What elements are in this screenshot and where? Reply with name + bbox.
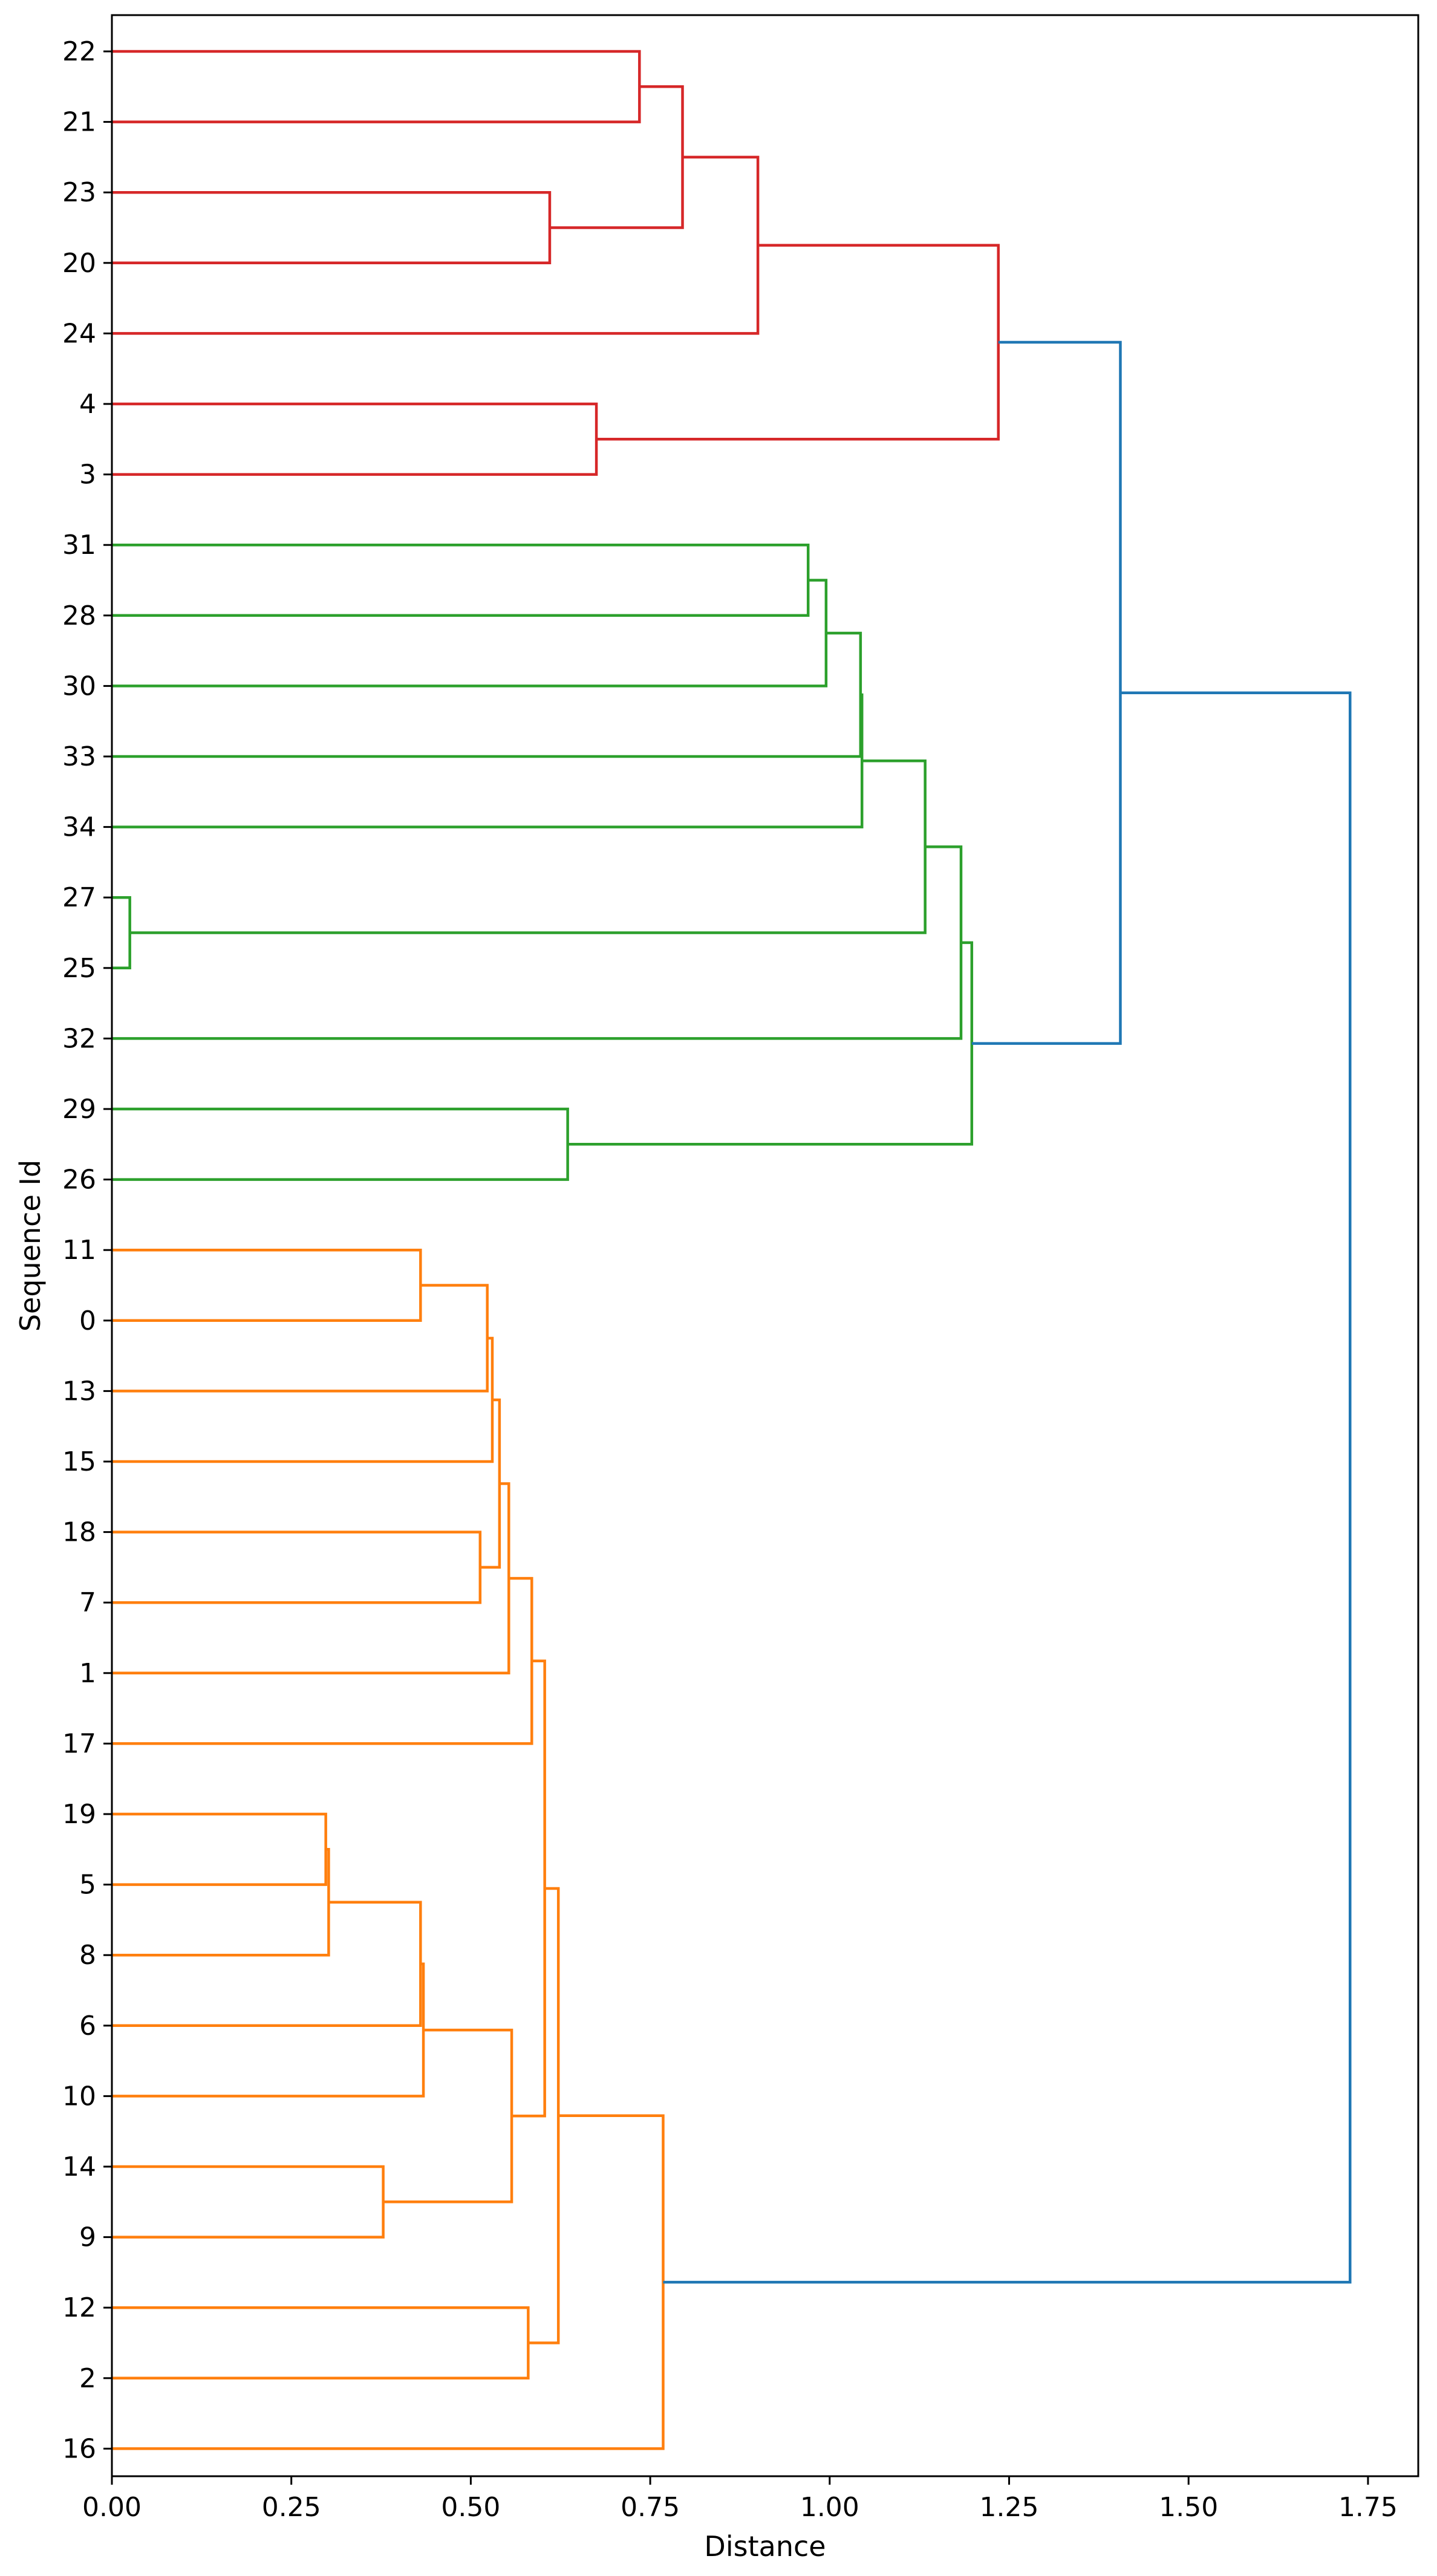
y-tick-label: 20 (62, 248, 96, 279)
dendrogram-link-B5 (112, 896, 131, 970)
y-tick-label: 14 (62, 2152, 96, 2182)
y-axis-title: Sequence Id (14, 1160, 47, 1332)
y-tick-label: 34 (62, 812, 96, 843)
y-tick-label: 30 (62, 671, 96, 701)
dendrogram-link-C2 (112, 1284, 489, 1393)
x-tick-label: 0.00 (82, 2492, 142, 2523)
y-tick-label: 27 (62, 882, 96, 913)
y-tick-label: 28 (62, 600, 96, 631)
y-tick-label: 26 (62, 1165, 96, 1195)
y-tick-label: 8 (79, 1940, 96, 1971)
y-tick-label: 0 (79, 1306, 96, 1336)
dendrogram-link-C17 (112, 2114, 665, 2450)
y-tick-label: 4 (79, 389, 96, 420)
y-tick-label: 5 (79, 1870, 96, 1901)
y-tick-label: 25 (62, 953, 96, 984)
y-axis: 2221232024433128303334272532292611013151… (62, 36, 112, 2464)
x-tick-label: 0.50 (441, 2492, 500, 2523)
x-axis-title: Distance (704, 2530, 826, 2563)
y-tick-label: 23 (62, 177, 96, 208)
dendrogram-link-D2 (663, 691, 1352, 2284)
y-tick-label: 6 (79, 2011, 96, 2041)
y-tick-label: 13 (62, 1376, 96, 1407)
dendrogram-link-C8 (112, 1812, 327, 1886)
x-axis: 0.00 0.25 0.50 0.75 1.00 1.25 1.50 1.75 (82, 2476, 1398, 2523)
dendrogram-link-C12 (112, 2165, 385, 2239)
y-tick-label: 9 (79, 2222, 96, 2253)
dendrogram-link-C5 (480, 1398, 501, 1569)
dendrogram-link-C14 (512, 1659, 546, 2118)
y-tick-label: 7 (79, 1587, 96, 1618)
dendrogram-link-B9 (567, 941, 974, 1146)
y-tick-label: 22 (62, 36, 96, 67)
y-tick-label: 33 (62, 741, 96, 772)
y-tick-label: 24 (62, 318, 96, 349)
y-tick-label: 18 (62, 1517, 96, 1548)
y-tick-label: 10 (62, 2081, 96, 2112)
y-tick-label: 12 (62, 2292, 96, 2323)
x-tick-label: 1.25 (980, 2492, 1039, 2523)
x-tick-label: 1.00 (800, 2492, 859, 2523)
dendrogram-link-A2 (112, 190, 552, 265)
y-tick-label: 16 (62, 2433, 96, 2464)
x-tick-label: 1.50 (1159, 2492, 1218, 2523)
dendrogram-link-A4 (112, 155, 760, 335)
y-tick-label: 29 (62, 1094, 96, 1125)
y-tick-label: 17 (62, 1728, 96, 1759)
x-tick-label: 1.75 (1338, 2492, 1398, 2523)
dendrogram-links (112, 50, 1352, 2450)
dendrogram-link-C4 (112, 1530, 482, 1604)
y-tick-label: 2 (79, 2363, 96, 2394)
x-tick-label: 0.75 (621, 2492, 680, 2523)
plot-frame (111, 14, 1419, 2477)
y-tick-label: 1 (79, 1658, 96, 1689)
y-tick-label: 3 (79, 460, 96, 490)
dendrogram-link-B8 (112, 1107, 569, 1181)
y-tick-label: 21 (62, 107, 96, 138)
y-tick-label: 31 (62, 530, 96, 561)
dendrogram-link-A6 (596, 244, 1000, 441)
y-tick-label: 15 (62, 1446, 96, 1477)
x-tick-label: 0.25 (262, 2492, 321, 2523)
dendrogram-link-D1 (971, 340, 1122, 1045)
y-tick-label: 32 (62, 1023, 96, 1054)
y-tick-label: 11 (62, 1235, 96, 1266)
y-tick-label: 19 (62, 1799, 96, 1830)
